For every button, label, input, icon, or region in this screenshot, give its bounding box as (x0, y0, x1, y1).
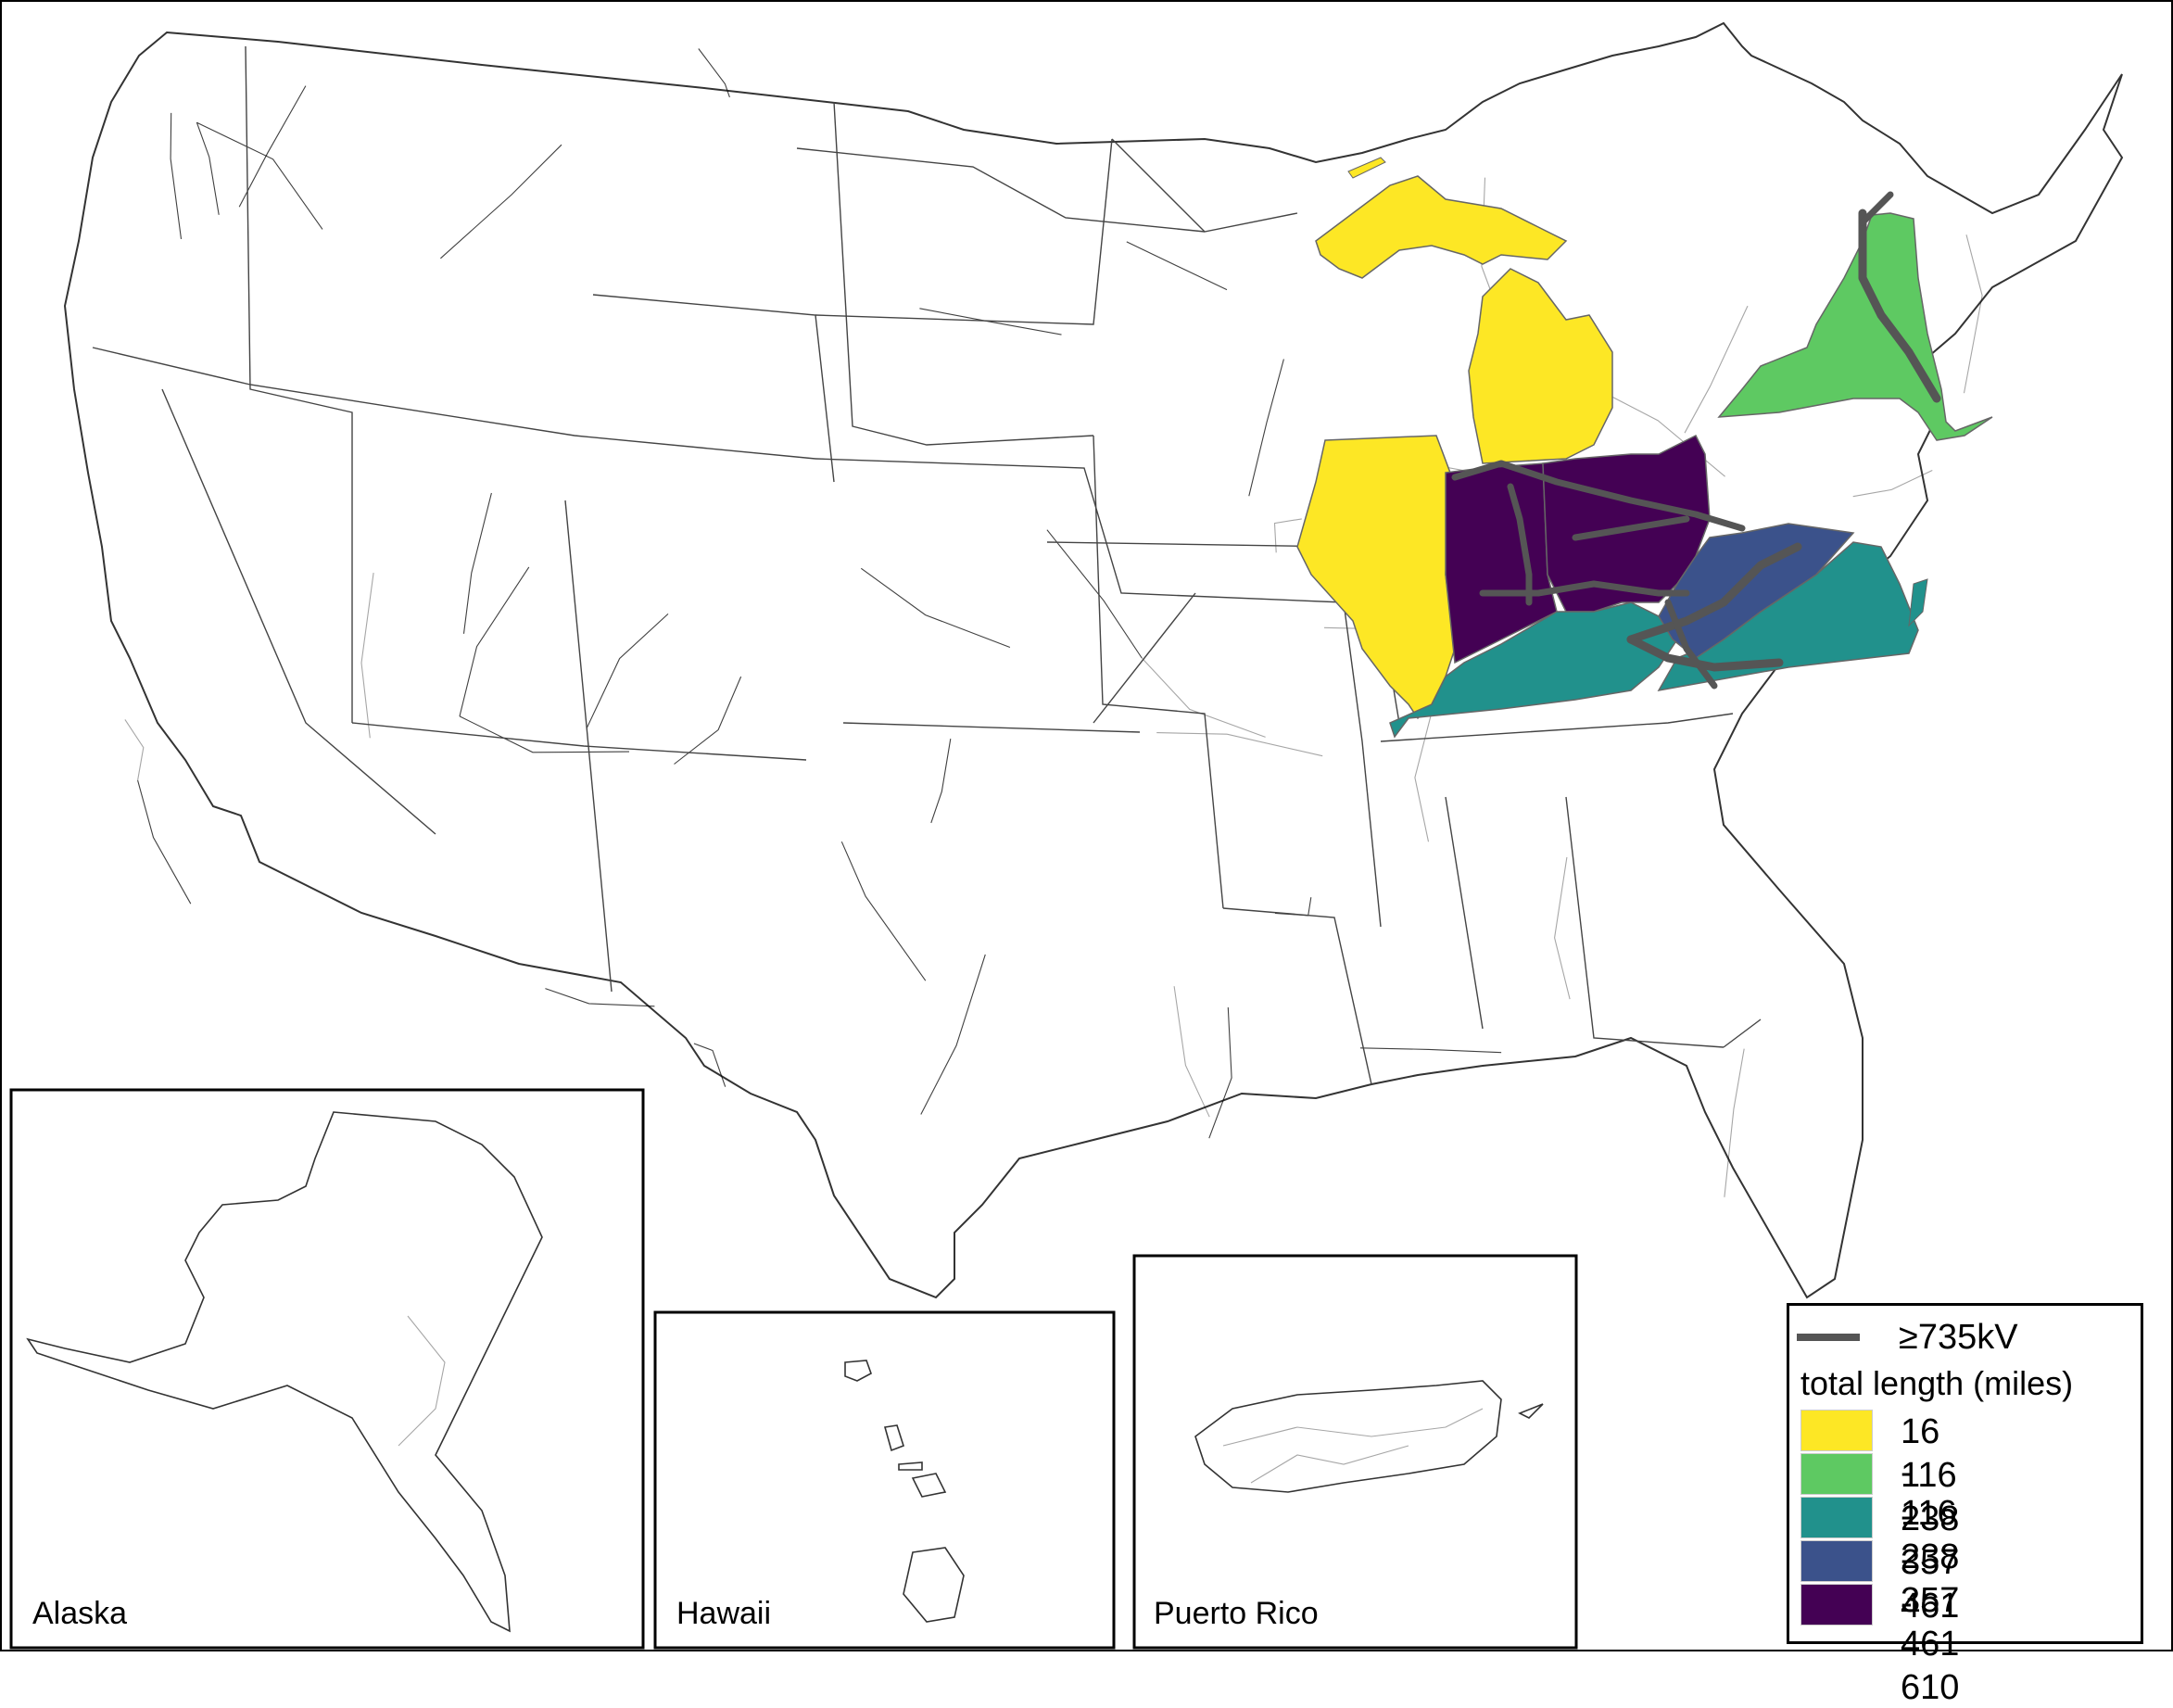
hawaii-kauai (844, 1360, 872, 1382)
legend: ≥735kV total length (miles) 16 - 116 116 … (1787, 1303, 2143, 1707)
transmission-line (1963, 234, 1983, 394)
puerto-rico-outline (1194, 1380, 1502, 1493)
legend-hv-row: ≥735kV (1789, 1317, 2141, 1357)
transmission-line (1852, 470, 1933, 498)
hawaii-maui (911, 1473, 947, 1498)
transmission-line (1208, 1006, 1232, 1139)
transmission-line (1156, 732, 1323, 757)
transmission-line (1414, 690, 1438, 842)
transmission-line (1173, 986, 1210, 1118)
transmission-line (124, 719, 145, 781)
transmission-line (840, 841, 927, 981)
transmission-line (462, 492, 492, 634)
inset-puerto-rico: Puerto Rico (1132, 1254, 1578, 1650)
hawaii-big-island (903, 1547, 965, 1623)
alaska-outline (26, 1111, 543, 1633)
inset-label-hawaii: Hawaii (676, 1596, 771, 1631)
us-outline (63, 21, 2124, 1299)
transmission-line (693, 1043, 726, 1087)
legend-swatch (1800, 1584, 1873, 1626)
state-michigan-isle (1347, 157, 1386, 179)
transmission-line (1684, 305, 1749, 434)
inset-hawaii: Hawaii (653, 1310, 1116, 1650)
legend-swatch (1800, 1453, 1873, 1495)
transmission-line (459, 715, 630, 753)
legend-range-label: 461 - 610 (1901, 1587, 1960, 1707)
transmission-line (1141, 657, 1266, 738)
transmission-line (1248, 359, 1284, 497)
state-west-virginia (1658, 523, 1855, 659)
transmission-map: Alaska Hawaii Puerto Rico (9, 21, 2124, 1650)
hawaii-molokai (898, 1461, 923, 1471)
legend-swatch (1800, 1410, 1873, 1451)
inset-label-alaska: Alaska (32, 1596, 127, 1631)
legend-title: total length (miles) (1800, 1364, 2074, 1402)
map-frame (0, 0, 2173, 1651)
inset-alaska: Alaska (9, 1088, 645, 1650)
legend-range-label: 116 - 238 (1901, 1456, 1960, 1576)
hv-lines (1451, 191, 1941, 690)
state-michigan (1315, 175, 1613, 464)
legend-range-label: 238 - 357 (1901, 1499, 1960, 1620)
transmission-line (920, 954, 986, 1115)
state-virginia-eastern-shore (1908, 578, 1928, 627)
transmission-line (196, 122, 220, 215)
transmission-line (860, 567, 1011, 649)
transmission-line (459, 566, 530, 717)
transmission-line (1724, 1048, 1745, 1197)
legend-hv-label: ≥735kV (1899, 1318, 2018, 1357)
hawaii-oahu (883, 1424, 904, 1452)
legend-hv-swatch (1797, 1334, 1860, 1341)
inset-label-puerto-rico: Puerto Rico (1154, 1596, 1319, 1631)
transmission-line (1126, 241, 1228, 291)
legend-swatch (1800, 1540, 1873, 1582)
transmission-line (238, 85, 307, 208)
transmission-line (360, 573, 374, 739)
transmission-line (1273, 518, 1302, 553)
transmission-line (930, 739, 952, 824)
transmission-line (1554, 856, 1571, 1000)
state-borders (92, 45, 1762, 1085)
transmission-line (170, 112, 183, 239)
transmission-line (440, 144, 562, 259)
legend-range-label: 16 - 116 (1901, 1412, 1957, 1533)
legend-swatch (1800, 1497, 1873, 1538)
transmission-line (1046, 529, 1143, 659)
transmission-line (545, 988, 655, 1007)
transmission-line (698, 48, 730, 98)
transmission-line (137, 779, 192, 905)
transmission-line (1359, 1047, 1502, 1054)
transmission-line (586, 613, 669, 728)
transmission-line (196, 121, 323, 230)
